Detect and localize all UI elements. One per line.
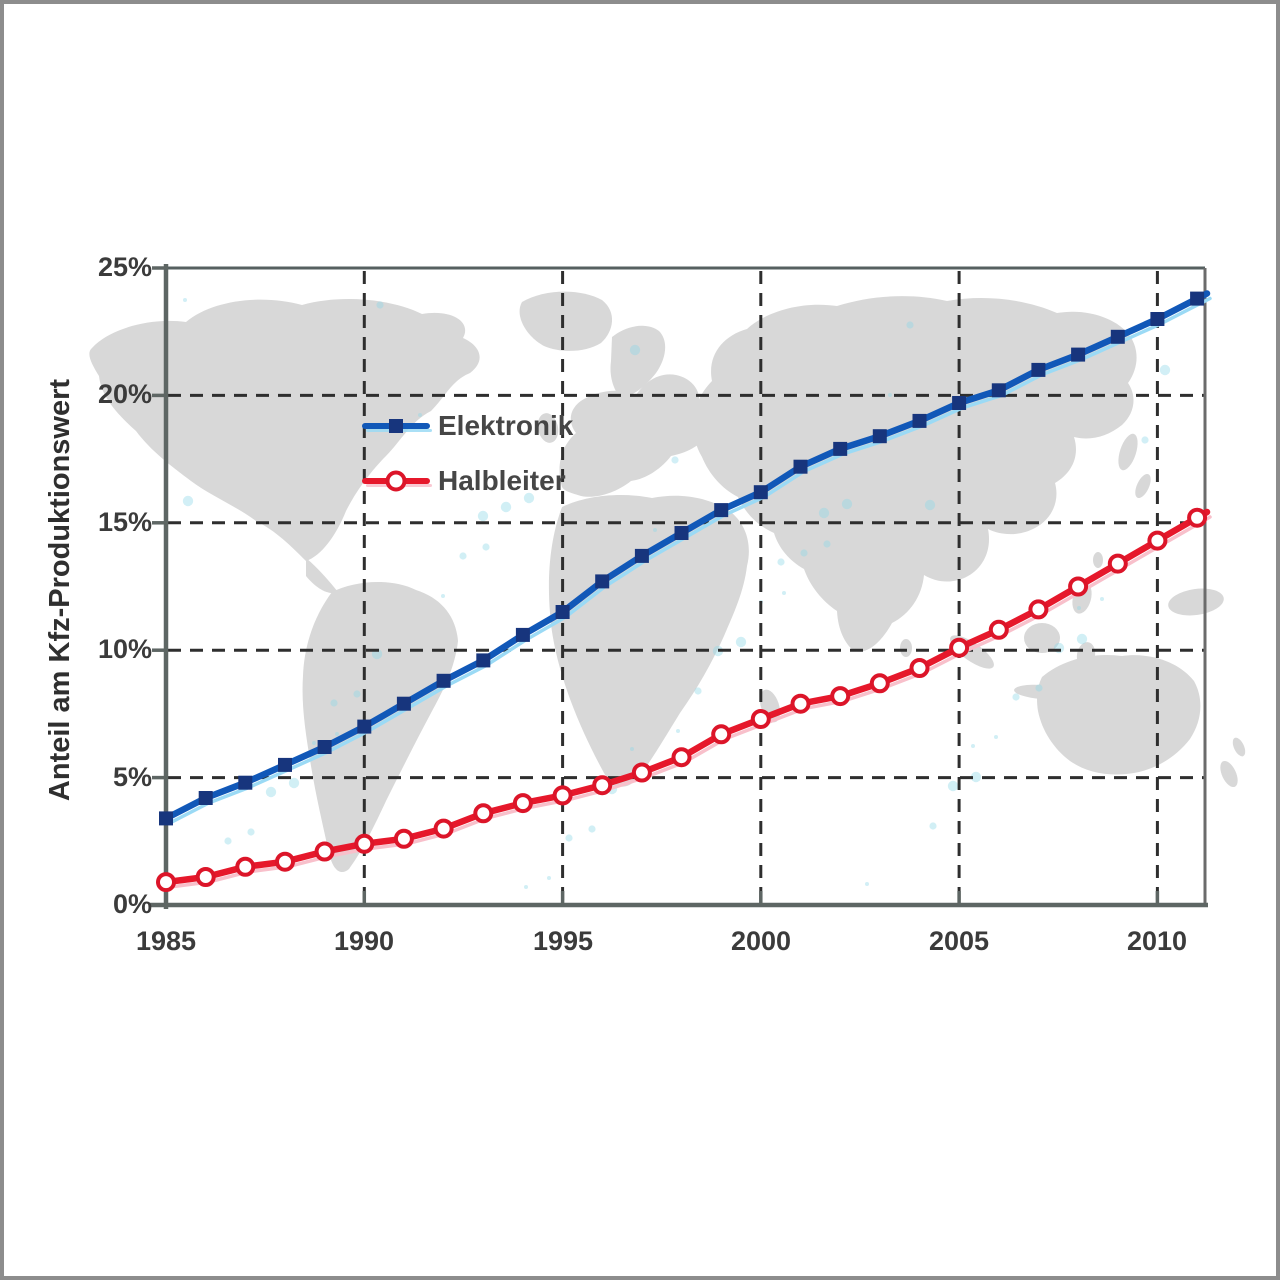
data-point-circle (909, 658, 930, 678)
data-point-square (159, 811, 173, 826)
data-point-square (198, 791, 213, 805)
data-point-square (1150, 312, 1165, 326)
data-point-circle (1028, 599, 1049, 620)
data-point-circle (235, 856, 256, 877)
data-point-circle (711, 724, 732, 745)
data-point-circle (869, 673, 890, 694)
square-marker-icon (389, 419, 403, 433)
island-shape (1220, 760, 1238, 788)
data-point-circle (314, 841, 335, 862)
data-point-circle (671, 747, 692, 768)
y-axis-title: Anteil am Kfz-Produktionswert (44, 378, 76, 802)
continent-shape (302, 581, 458, 873)
data-point-square (357, 719, 372, 734)
data-point-square (753, 485, 768, 500)
legend: Elektronik Halbleiter (362, 409, 573, 519)
continent-shape (89, 299, 480, 561)
data-point-circle (750, 709, 771, 729)
island-shape (1024, 623, 1060, 653)
halbleiter-line (162, 508, 1211, 886)
data-point-square (1110, 329, 1125, 344)
data-point-circle (275, 851, 295, 872)
data-point-circle (830, 686, 851, 707)
halbleiter-line-highlight (167, 515, 1212, 889)
island-shape (1168, 588, 1224, 616)
island-shape (537, 413, 559, 443)
island-shape (1232, 737, 1246, 757)
data-point-square (952, 396, 967, 410)
data-point-circle (949, 637, 970, 658)
data-point-square (833, 441, 848, 456)
plot-frame (150, 264, 1208, 909)
continent-shape (306, 558, 338, 594)
continent-shape (519, 291, 613, 351)
data-point-circle (393, 828, 414, 849)
data-point-circle (354, 833, 375, 854)
data-point-square (1190, 291, 1205, 306)
island-shape (1014, 684, 1070, 700)
data-point-circle (790, 693, 811, 714)
world-map-background (89, 291, 1246, 873)
continent-shape (1037, 654, 1201, 775)
island-shape (1135, 473, 1151, 499)
data-point-square (515, 627, 530, 642)
legend-label-halbleiter: Halbleiter (438, 465, 566, 496)
elektronik-markers (159, 291, 1205, 826)
island-shape (1118, 433, 1138, 471)
data-point-circle (156, 872, 176, 893)
data-point-square (793, 459, 808, 474)
elektronik-line (162, 290, 1211, 822)
legend-item-elektronik: Elektronik (362, 409, 573, 443)
data-point-square (278, 757, 292, 772)
legend-label-elektronik: Elektronik (438, 410, 574, 441)
continent-shape (610, 325, 666, 399)
elektronik-line-highlight (167, 296, 1212, 826)
data-point-square (1031, 362, 1046, 377)
elektronik-line-sample (362, 414, 432, 438)
axis-ticks (152, 266, 1160, 907)
data-point-square (238, 775, 253, 790)
data-point-square (634, 548, 649, 563)
island-shape (1076, 642, 1096, 668)
data-point-square (1071, 347, 1086, 362)
gridlines (168, 271, 1204, 904)
data-point-square (317, 740, 332, 754)
data-point-circle (1107, 553, 1128, 574)
continent-shape (693, 296, 1137, 652)
data-point-circle (473, 803, 494, 824)
legend-item-halbleiter: Halbleiter (362, 464, 573, 498)
data-point-square (991, 383, 1006, 398)
data-point-square (436, 673, 451, 688)
data-point-square (714, 503, 729, 518)
halbleiter-markers (156, 507, 1208, 893)
data-point-circle (512, 793, 533, 814)
island-shape (900, 639, 912, 657)
halbleiter-line-sample (362, 469, 432, 493)
continent-shape (841, 548, 898, 650)
data-point-square (674, 526, 689, 540)
data-point-circle (1147, 530, 1168, 551)
circle-marker-icon (385, 470, 407, 492)
data-point-square (912, 413, 927, 428)
continent-shape (559, 374, 713, 497)
island-shape (1093, 552, 1103, 568)
data-point-circle (552, 785, 573, 806)
continent-shape (548, 495, 749, 787)
data-point-square (595, 574, 610, 589)
data-point-square (555, 605, 570, 619)
data-point-circle (592, 775, 613, 796)
data-point-circle (1187, 507, 1208, 528)
data-point-circle (195, 867, 216, 887)
data-point-square (872, 429, 887, 444)
data-point-circle (988, 619, 1009, 640)
data-point-square (476, 653, 491, 668)
data-point-circle (631, 762, 652, 783)
data-point-circle (1068, 576, 1089, 597)
data-point-square (396, 696, 411, 711)
data-point-circle (433, 818, 454, 839)
